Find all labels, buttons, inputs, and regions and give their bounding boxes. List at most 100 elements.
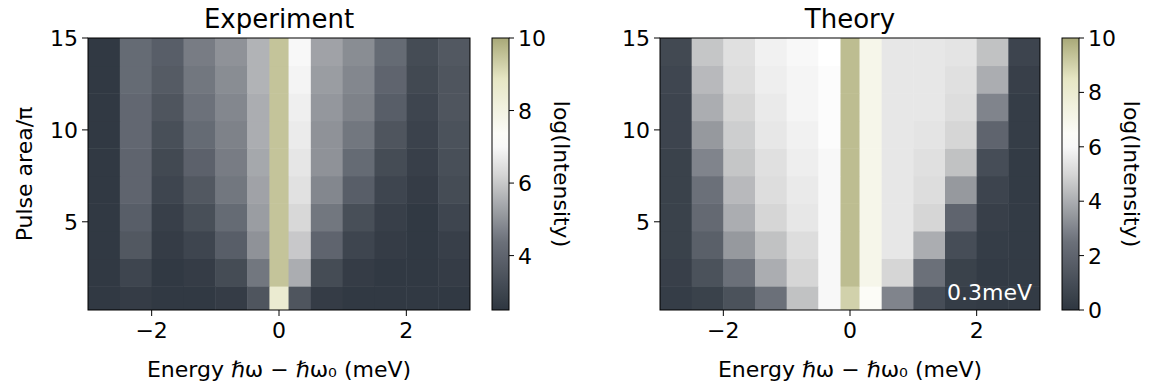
heatmap-cell <box>88 259 120 287</box>
heatmap-cell <box>882 121 914 149</box>
y-tick <box>654 129 660 130</box>
heatmap-cell <box>438 38 470 66</box>
heatmap-cell <box>882 38 914 66</box>
x-axis-label: Energy ℏω − ℏω₀ (meV) <box>718 357 982 382</box>
heatmap-cell <box>860 203 883 231</box>
heatmap-cell <box>406 148 438 176</box>
y-tick-label: 10 <box>622 118 650 143</box>
heatmap-cell <box>787 259 819 287</box>
heatmap-cell <box>120 203 152 231</box>
heatmap-cell <box>818 176 841 204</box>
colorbar-tick <box>1079 310 1084 311</box>
heatmap-cell <box>692 176 724 204</box>
heatmap-cell <box>882 176 914 204</box>
heatmap-cell <box>977 231 1009 259</box>
y-axis-label: Pulse area/π <box>12 107 37 242</box>
heatmap-cell <box>152 176 184 204</box>
heatmap-cell <box>787 231 819 259</box>
heatmap-cell <box>184 38 216 66</box>
heatmap-cell <box>406 286 438 310</box>
heatmap-cell <box>882 148 914 176</box>
heatmap-cell <box>787 66 819 94</box>
heatmap-cell <box>818 286 841 310</box>
colorbar-tick-label: 6 <box>1088 135 1102 160</box>
heatmap-cell <box>311 203 343 231</box>
heatmap-cell <box>343 93 375 121</box>
heatmap-cell <box>692 148 724 176</box>
heatmap-cell <box>755 93 787 121</box>
colorbar <box>492 38 509 310</box>
heatmap-cell <box>152 286 184 310</box>
heatmap-cell <box>184 148 216 176</box>
heatmap-cell <box>215 93 247 121</box>
heatmap-cell <box>152 259 184 287</box>
heatmap-cell <box>247 231 270 259</box>
heatmap-cell <box>882 203 914 231</box>
heatmap-cell <box>343 38 375 66</box>
heatmap-cell <box>841 259 861 287</box>
heatmap-cell <box>660 286 692 310</box>
heatmap-cell <box>120 231 152 259</box>
heatmap-cell <box>841 148 861 176</box>
heatmap-cell <box>660 148 692 176</box>
heatmap-cell <box>247 176 270 204</box>
heatmap-cell <box>269 93 289 121</box>
heatmap-cell <box>269 231 289 259</box>
heatmap-cell <box>406 231 438 259</box>
heatmap-cell <box>247 203 270 231</box>
heatmap-cell <box>692 121 724 149</box>
heatmap-cell <box>755 38 787 66</box>
heatmap-cell <box>841 66 861 94</box>
heatmap-cell <box>88 176 120 204</box>
heatmap-cell <box>977 121 1009 149</box>
y-tick-label: 5 <box>64 210 78 235</box>
heatmap-cell <box>343 176 375 204</box>
heatmap-cell <box>289 38 312 66</box>
colorbar-tick <box>1079 146 1084 147</box>
heatmap-cell <box>88 38 120 66</box>
colorbar <box>1062 38 1079 310</box>
x-tick <box>850 310 851 316</box>
heatmap-cell <box>152 148 184 176</box>
heatmap-cell <box>247 148 270 176</box>
heatmap-cell <box>860 148 883 176</box>
heatmap-cell <box>755 231 787 259</box>
y-tick-label: 10 <box>50 118 78 143</box>
heatmap-cell <box>343 231 375 259</box>
heatmap-cell <box>375 259 407 287</box>
x-tick-label: 2 <box>970 318 984 343</box>
heatmap-cell <box>977 38 1009 66</box>
heatmap-cell <box>692 203 724 231</box>
heatmap-cell <box>289 259 312 287</box>
heatmap-cell <box>438 148 470 176</box>
heatmap-cell <box>215 66 247 94</box>
heatmap-cell <box>215 259 247 287</box>
heatmap-cell <box>818 38 841 66</box>
heatmap-cell <box>860 259 883 287</box>
heatmap-cell <box>882 231 914 259</box>
x-tick-label: 0 <box>272 318 286 343</box>
heatmap-cell <box>438 203 470 231</box>
title: Experiment <box>204 4 354 34</box>
heatmap-cell <box>152 66 184 94</box>
heatmap-cell <box>841 176 861 204</box>
heatmap-cell <box>818 259 841 287</box>
heatmap-cell <box>692 231 724 259</box>
heatmap-cell <box>818 231 841 259</box>
heatmap-cell <box>406 121 438 149</box>
heatmap-cell <box>375 231 407 259</box>
heatmap-cell <box>692 286 724 310</box>
heatmap-cell <box>406 259 438 287</box>
y-tick-label: 5 <box>636 210 650 235</box>
heatmap-cell <box>913 148 945 176</box>
heatmap-cell <box>269 203 289 231</box>
heatmap-cell <box>120 93 152 121</box>
heatmap-cell <box>723 148 755 176</box>
heatmap-cell <box>152 121 184 149</box>
heatmap-cell <box>860 286 883 310</box>
heatmap-cell <box>818 203 841 231</box>
heatmap-cell <box>289 203 312 231</box>
heatmap-cell <box>860 93 883 121</box>
y-tick-label: 15 <box>622 26 650 51</box>
heatmap-cell <box>120 286 152 310</box>
